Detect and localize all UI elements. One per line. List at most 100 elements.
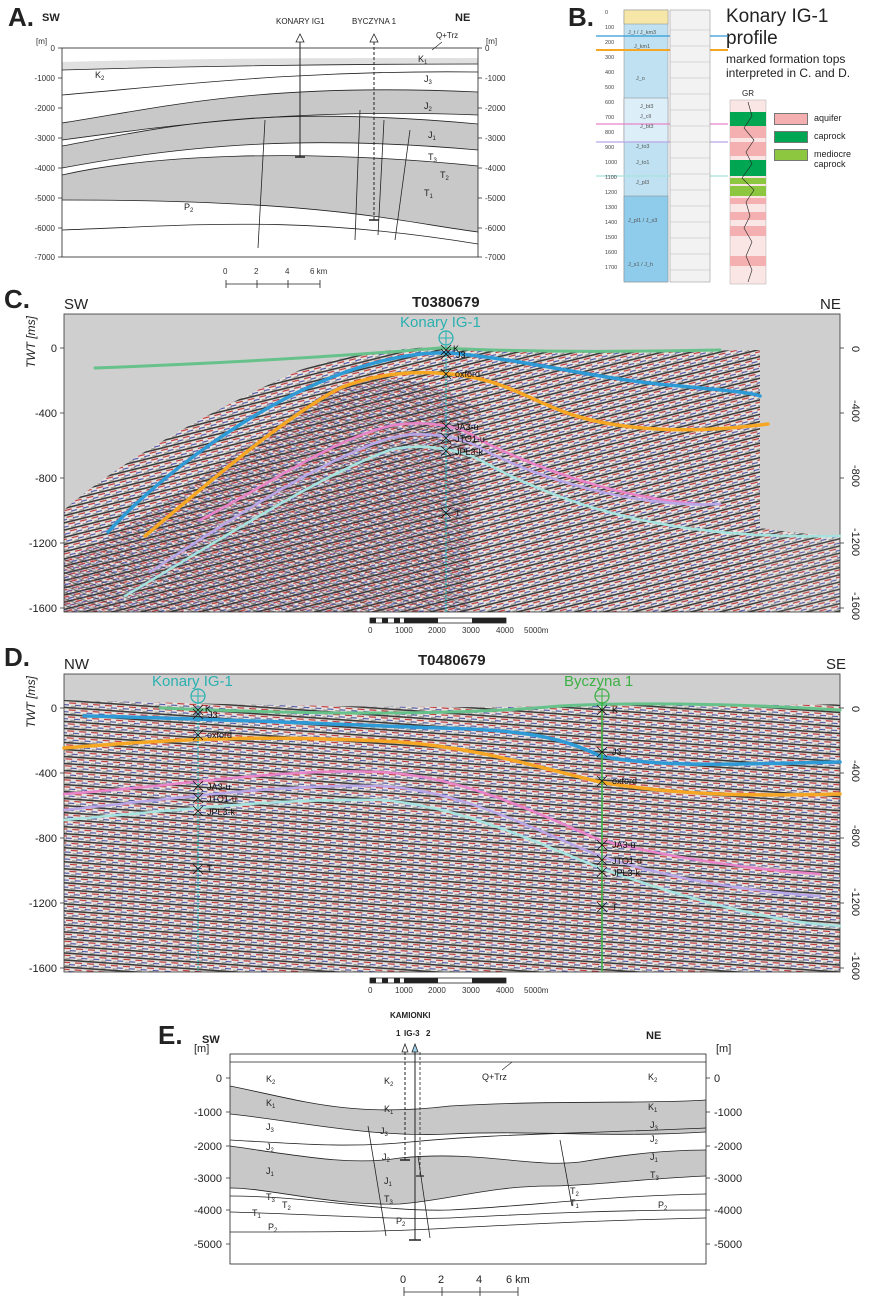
panel-c-right-dir: NE bbox=[820, 296, 841, 313]
c-y-tick: -1200 bbox=[29, 538, 57, 550]
e-fm-j2: J2 bbox=[266, 1142, 275, 1154]
e-well-title-2: IG-3 bbox=[404, 1029, 420, 1038]
a-fm-t2: T2 bbox=[440, 170, 450, 182]
e-fm-k2: K2 bbox=[266, 1074, 276, 1086]
e-fm-j3: J3 bbox=[380, 1126, 389, 1138]
d-horizon-jpl3 bbox=[62, 798, 842, 928]
panel-c-left-dir: SW bbox=[64, 296, 89, 313]
e-unit-right: [m] bbox=[716, 1043, 731, 1055]
a-fm-j1: J1 bbox=[428, 130, 437, 142]
b-fm-label: J_to1 bbox=[636, 160, 649, 166]
b-fm-label: J_to3 bbox=[636, 144, 649, 150]
e-well-num: 1 bbox=[396, 1029, 401, 1038]
e-surface-label: Q+Trz bbox=[482, 1072, 507, 1082]
a-depth-tick: -5000 bbox=[35, 194, 56, 203]
b-depth-tick: 400 bbox=[605, 70, 614, 76]
panel-c-label: C. bbox=[4, 284, 30, 314]
e-well-2 bbox=[409, 1042, 421, 1241]
c-y-tick-r: -800 bbox=[849, 465, 861, 487]
d-w1-hz-oxford: oxford bbox=[207, 730, 232, 740]
e-fm-p2: P2 bbox=[658, 1200, 668, 1212]
a-scale-tick: 6 km bbox=[310, 267, 328, 276]
a-scale-tick: 4 bbox=[285, 267, 290, 276]
a-well-label-byczyna: BYCZYNA 1 bbox=[352, 17, 397, 26]
d-w2-hz-oxford: oxford bbox=[612, 776, 637, 786]
d-scale-tick: 3000 bbox=[462, 986, 480, 995]
c-hz-label-k: K bbox=[453, 344, 459, 354]
c-horizon-jpl3 bbox=[123, 445, 842, 598]
b-depth-tick: 1400 bbox=[605, 220, 617, 226]
d-well-byczyna bbox=[594, 688, 610, 972]
e-fm-j1: J1 bbox=[650, 1152, 659, 1164]
e-fm-p2: P2 bbox=[396, 1216, 406, 1228]
d-scale-tick: 0 bbox=[368, 986, 373, 995]
d-y-tick: -1200 bbox=[29, 898, 57, 910]
panel-b-legend: aquifer caprock mediocre caprock bbox=[774, 113, 870, 175]
a-depth-tick-r: 0 bbox=[485, 44, 490, 53]
e-fm-t1: T1 bbox=[570, 1198, 580, 1210]
e-fm-t2: T2 bbox=[570, 1186, 580, 1198]
d-w1-hz-ja3: JA3-u bbox=[207, 782, 231, 792]
d-y-tick-r: -800 bbox=[849, 825, 861, 847]
a-fm-k1: K1 bbox=[418, 54, 428, 66]
d-w2-hz-jto1: JTO1-u bbox=[612, 856, 642, 866]
a-fm-t1: T1 bbox=[424, 188, 434, 200]
a-fm-k2: K2 bbox=[95, 70, 105, 82]
e-fm-j2: J2 bbox=[382, 1152, 391, 1164]
a-well-konary bbox=[295, 33, 305, 158]
b-fm-label: J_cll bbox=[640, 114, 651, 120]
c-horizon-ja3 bbox=[198, 422, 702, 522]
e-fm-k2: K2 bbox=[384, 1076, 394, 1088]
e-fm-p2: P2 bbox=[268, 1222, 278, 1234]
legend-item-caprock: caprock bbox=[774, 131, 870, 143]
panel-d-left-dir: NW bbox=[64, 656, 89, 673]
panel-b-gr-log: GR bbox=[729, 89, 767, 285]
a-depth-tick-r: -2000 bbox=[485, 104, 506, 113]
a-depth-tick: -7000 bbox=[35, 253, 56, 262]
a-fm-j2: J2 bbox=[424, 101, 433, 113]
d-y-tick-r: -400 bbox=[849, 760, 861, 782]
c-hz-label-oxford: oxford bbox=[455, 369, 480, 379]
c-horizon-oxford bbox=[143, 370, 770, 538]
c-scale-tick: 5000m bbox=[524, 626, 549, 635]
b-depth-tick: 700 bbox=[605, 115, 614, 121]
a-depth-tick: -4000 bbox=[35, 164, 56, 173]
panel-d-seismic: Konary IG-1 Byczyna 1 K J3 oxford JA3-u … bbox=[29, 673, 861, 995]
c-y-tick-r: 0 bbox=[849, 346, 861, 352]
d-w2-hz-jpl3: JPL3-k bbox=[612, 868, 641, 878]
c-hz-label-jto1: JTO1-u bbox=[455, 434, 485, 444]
e-layer-k1-gray bbox=[230, 1086, 706, 1135]
panel-e-cross-section: [m] [m] 0 -1000 -2000 -3000 -4000 -5000 … bbox=[194, 1011, 742, 1296]
e-depth-tick: -5000 bbox=[194, 1239, 222, 1251]
a-fm-p2: P2 bbox=[184, 202, 194, 214]
d-scale-bar bbox=[369, 977, 507, 984]
e-depth-tick-r: -4000 bbox=[714, 1205, 742, 1217]
panel-b-subtitle-line: marked formation tops bbox=[726, 52, 846, 66]
panel-b-subtitle-line: interpreted in C. and D. bbox=[726, 66, 851, 80]
d-w1-hz-t: T bbox=[207, 864, 213, 874]
d-seismic-reflectors bbox=[64, 700, 840, 972]
legend-swatch-caprock bbox=[774, 131, 808, 143]
e-fm-k2: K2 bbox=[648, 1072, 658, 1084]
e-well-title: KAMIONKI bbox=[390, 1011, 430, 1020]
b-fm-label: J_km1 bbox=[634, 44, 650, 50]
a-fm-t3: T3 bbox=[428, 152, 438, 164]
e-scale-tick: 4 bbox=[476, 1274, 482, 1286]
b-depth-tick: 1000 bbox=[605, 160, 617, 166]
panel-d-right-dir: SE bbox=[826, 656, 847, 673]
d-y-tick-r: -1200 bbox=[849, 888, 861, 916]
e-depth-tick: 0 bbox=[216, 1073, 222, 1085]
legend-swatch-aquifer bbox=[774, 113, 808, 125]
d-horizon-jto1 bbox=[62, 784, 822, 898]
a-depth-tick: -2000 bbox=[35, 104, 56, 113]
a-fm-j3: J3 bbox=[424, 74, 433, 86]
a-depth-tick: -1000 bbox=[35, 74, 56, 83]
b-fm-label: J_bt3 bbox=[640, 124, 653, 130]
e-depth-tick: -1000 bbox=[194, 1107, 222, 1119]
d-scale-tick: 1000 bbox=[395, 986, 413, 995]
d-scale-tick: 5000m bbox=[524, 986, 549, 995]
a-scale-tick: 0 bbox=[223, 267, 228, 276]
d-y-tick-r: -1600 bbox=[849, 952, 861, 980]
d-w1-hz-jto1: JTO1-u bbox=[207, 794, 237, 804]
b-depth-tick: 1500 bbox=[605, 235, 617, 241]
